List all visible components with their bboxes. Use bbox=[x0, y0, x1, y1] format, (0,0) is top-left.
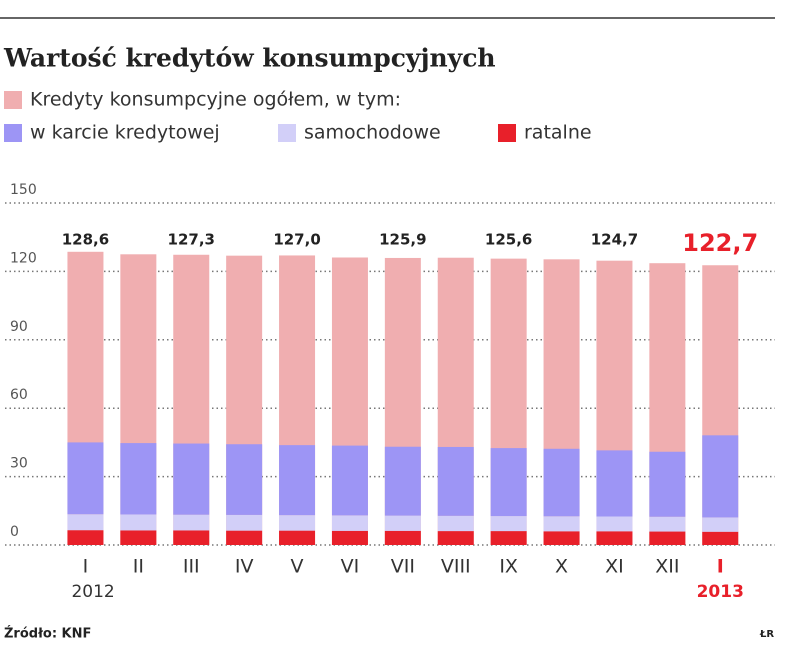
x-tick-label: VIII bbox=[441, 556, 471, 578]
x-tick-label: IV bbox=[235, 556, 254, 578]
x-tick-label: V bbox=[291, 556, 304, 578]
x-tick-label: I bbox=[717, 556, 724, 578]
bar-segment bbox=[490, 448, 527, 517]
x-tick-label: I bbox=[83, 556, 89, 578]
legend-swatch bbox=[4, 91, 22, 109]
value-label: 122,7 bbox=[682, 229, 758, 257]
y-tick-label: 150 bbox=[10, 182, 37, 198]
bar-segment bbox=[596, 450, 633, 517]
x-tick-label: VI bbox=[341, 556, 360, 578]
year-label: 2012 bbox=[71, 582, 114, 602]
legend-label: Kredyty konsumpcyjne ogółem, w tym: bbox=[30, 89, 401, 111]
bar-segment bbox=[596, 531, 633, 545]
bar-segment bbox=[649, 531, 686, 545]
value-label: 125,6 bbox=[485, 231, 532, 249]
source: Źródło: KNF bbox=[4, 626, 91, 642]
bar-segment bbox=[173, 443, 210, 515]
bar-segment bbox=[596, 516, 633, 532]
bar-segment bbox=[543, 516, 580, 532]
y-tick-label: 0 bbox=[10, 524, 19, 540]
bar-segment bbox=[543, 448, 580, 517]
bar-segment bbox=[384, 515, 421, 531]
bar-segment bbox=[437, 446, 474, 516]
bar-segment bbox=[67, 530, 104, 545]
bar-segment bbox=[173, 514, 210, 531]
credit: ŁR bbox=[759, 629, 774, 640]
bar-segment bbox=[702, 531, 739, 545]
bar-segment bbox=[490, 516, 527, 532]
x-tick-label: VII bbox=[391, 556, 415, 578]
bar-segment bbox=[543, 531, 580, 545]
bar-segment bbox=[226, 444, 263, 515]
bar-segment bbox=[120, 530, 157, 545]
chart-title: Wartość kredytów konsumpcyjnych bbox=[3, 44, 496, 73]
bar-segment bbox=[226, 514, 263, 531]
bar-segment bbox=[702, 517, 739, 532]
legend-swatch bbox=[498, 124, 516, 142]
bar-segment bbox=[331, 515, 368, 531]
bar-segment bbox=[331, 445, 368, 516]
x-tick-label: IX bbox=[499, 556, 518, 578]
value-label: 127,3 bbox=[168, 231, 215, 249]
legend-label: w karcie kredytowej bbox=[30, 122, 220, 144]
bar-segment bbox=[279, 445, 316, 516]
bar-segment bbox=[67, 442, 104, 515]
x-tick-label: III bbox=[183, 556, 200, 578]
bar-segment bbox=[490, 531, 527, 545]
bar-segment bbox=[173, 530, 210, 545]
bar-segment bbox=[226, 530, 263, 545]
bar-segment bbox=[384, 530, 421, 545]
legend-label: samochodowe bbox=[304, 122, 441, 144]
bar-segment bbox=[331, 530, 368, 545]
x-tick-label: XII bbox=[655, 556, 679, 578]
bar-segment bbox=[67, 514, 104, 531]
bar-segment bbox=[702, 435, 739, 518]
legend-label: ratalne bbox=[524, 122, 592, 144]
bar-segment bbox=[649, 451, 686, 517]
bar-segment bbox=[120, 443, 157, 515]
x-tick-label: II bbox=[133, 556, 144, 578]
bar-segment bbox=[437, 531, 474, 545]
value-label: 127,0 bbox=[273, 231, 320, 249]
y-tick-label: 90 bbox=[10, 319, 28, 335]
bar-segment bbox=[279, 530, 316, 545]
x-tick-label: X bbox=[555, 556, 568, 578]
value-label: 124,7 bbox=[591, 231, 638, 249]
bar-segment bbox=[279, 515, 316, 531]
value-label: 128,6 bbox=[62, 231, 109, 249]
bar-segment bbox=[437, 515, 474, 532]
x-tick-label: XI bbox=[605, 556, 624, 578]
y-tick-label: 60 bbox=[10, 387, 28, 403]
legend-swatch bbox=[4, 124, 22, 142]
year-label: 2013 bbox=[697, 582, 744, 602]
bar-segment bbox=[384, 446, 421, 516]
legend-swatch bbox=[278, 124, 296, 142]
y-tick-label: 120 bbox=[10, 250, 37, 266]
bar-segment bbox=[649, 516, 686, 532]
bar-segment bbox=[120, 514, 157, 531]
value-label: 125,9 bbox=[379, 231, 426, 249]
y-tick-label: 30 bbox=[10, 456, 28, 472]
